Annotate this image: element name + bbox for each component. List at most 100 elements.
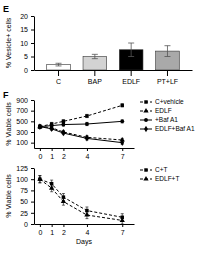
legend-label: C+vehicle (155, 98, 184, 105)
error-bar (62, 120, 65, 123)
marker (50, 126, 54, 132)
tick-label: 1 (50, 153, 54, 160)
tick: 0 (38, 224, 42, 236)
legend-item: EDLF+Baf A1 (140, 125, 195, 133)
tick-label: 25 (20, 210, 28, 217)
tick-label: 50 (20, 198, 28, 205)
tick: 0 (38, 148, 42, 160)
tick: 0 (24, 67, 34, 74)
error-cap (92, 54, 98, 55)
legend-marker (144, 100, 147, 103)
tick-mark (63, 224, 64, 227)
y-axis-title: % Vesicle+ cells (5, 17, 12, 68)
legend-item: C+vehicle (140, 98, 184, 105)
tick-label: 125 (16, 165, 28, 172)
marker (61, 199, 66, 204)
error-cap (121, 216, 124, 217)
marker (85, 122, 89, 126)
error-cap (128, 56, 134, 57)
tick-label: 7 (121, 153, 125, 160)
tick-mark (40, 148, 41, 151)
error-cap (128, 43, 134, 44)
tick: 15 (20, 26, 34, 33)
tick-label: 0 (24, 67, 28, 74)
error-bar (85, 114, 88, 117)
y-axis: 100 300 500 700 900 (16, 97, 34, 149)
tick-mark (31, 16, 34, 17)
error-line (131, 43, 132, 57)
tick: 5 (24, 53, 34, 60)
error-bar (128, 43, 134, 57)
legend-label: EDLF+T (155, 175, 179, 182)
tick-mark (31, 179, 34, 180)
tick: 1 (50, 224, 54, 236)
x-axis: 01247 (35, 148, 135, 160)
error-line (58, 63, 59, 66)
error-cap (38, 175, 41, 176)
axis-line (34, 101, 35, 149)
error-cap (164, 45, 170, 46)
legend-label: C+T (155, 166, 167, 173)
tick-mark (31, 132, 34, 133)
tick-mark (31, 143, 34, 144)
marker (49, 185, 54, 190)
plot-area (47, 43, 180, 70)
tick-label: 100 (16, 176, 28, 183)
figure: CBAPEDLFPT+LF05101520E% Vesicle+ cells01… (0, 0, 200, 268)
legend: C+T EDLF+T (140, 166, 179, 182)
tick-label: BAP (88, 78, 102, 85)
tick-mark (131, 70, 132, 76)
tick-label: 2 (62, 153, 66, 160)
tick: 50 (20, 198, 34, 205)
tick-label: 75 (20, 187, 28, 194)
tick-mark (167, 70, 168, 76)
error-cap (121, 224, 124, 225)
tick-label: 300 (16, 129, 28, 136)
error-cap (92, 58, 98, 59)
tick: 4 (85, 224, 89, 236)
tick-mark (31, 57, 34, 58)
tick-mark (31, 43, 34, 44)
x-axis: C BAP EDLF PT+LF (35, 70, 193, 85)
marker (62, 130, 66, 136)
tick: 500 (16, 118, 34, 125)
error-line (94, 54, 95, 58)
error-cap (50, 191, 53, 192)
tick-mark (87, 224, 88, 227)
tick-label: PT+LF (157, 78, 178, 85)
chart-title: F (3, 90, 9, 100)
marker (61, 123, 65, 127)
tick: EDLF (122, 70, 140, 85)
error-bar (62, 123, 65, 126)
tick: 900 (16, 97, 34, 104)
tick: 7 (121, 224, 125, 236)
legend-label: +Baf A1 (155, 116, 178, 123)
error-cap (62, 193, 65, 194)
tick-mark (52, 148, 53, 151)
tick: 100 (16, 139, 34, 146)
marker (38, 123, 42, 129)
tick-label: 4 (85, 229, 89, 236)
tick-mark (31, 100, 34, 101)
y-axis: 05101520 (20, 13, 34, 74)
error-cap (62, 198, 65, 199)
tick: 7 (121, 148, 125, 160)
marker (120, 119, 124, 123)
tick: 2 (62, 224, 66, 236)
axis-line (34, 169, 35, 225)
tick-label: 0 (24, 221, 28, 228)
tick: 25 (20, 210, 34, 217)
tick-label: 0 (38, 153, 42, 160)
bar (83, 57, 107, 71)
chart-title: E (3, 4, 9, 14)
tick-mark (58, 70, 59, 76)
tick: C (56, 70, 61, 85)
marker (62, 120, 65, 123)
marker (121, 104, 124, 107)
error-cap (50, 184, 53, 185)
error-bar (121, 104, 124, 107)
legend: C+vehicleEDLF+Baf A1EDLF+Baf A1 (140, 98, 195, 133)
tick-label: 7 (121, 229, 125, 236)
tick-label: 700 (16, 107, 28, 114)
tick: 700 (16, 107, 34, 114)
